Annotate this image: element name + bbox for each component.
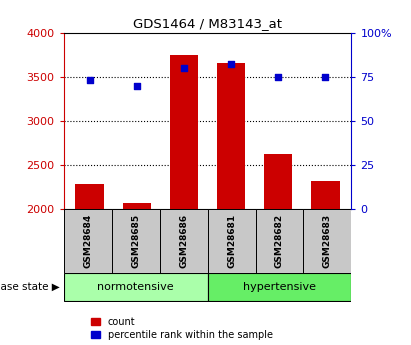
Text: GSM28686: GSM28686 — [179, 214, 188, 268]
FancyBboxPatch shape — [159, 209, 208, 273]
Text: GSM28681: GSM28681 — [227, 214, 236, 268]
FancyBboxPatch shape — [208, 209, 256, 273]
Point — [181, 65, 187, 71]
Text: GSM28684: GSM28684 — [83, 214, 92, 268]
Bar — [264, 154, 293, 209]
Point — [322, 74, 329, 79]
Text: disease state ▶: disease state ▶ — [0, 282, 60, 292]
Title: GDS1464 / M83143_at: GDS1464 / M83143_at — [133, 17, 282, 30]
FancyBboxPatch shape — [208, 273, 351, 301]
FancyBboxPatch shape — [64, 209, 112, 273]
Point — [228, 62, 234, 67]
FancyBboxPatch shape — [256, 209, 303, 273]
Point — [86, 78, 93, 83]
Text: GSM28685: GSM28685 — [131, 214, 140, 268]
Bar — [122, 204, 151, 209]
Bar — [217, 63, 245, 209]
Bar — [170, 55, 198, 209]
Text: hypertensive: hypertensive — [243, 282, 316, 292]
FancyBboxPatch shape — [64, 273, 208, 301]
Text: GSM28682: GSM28682 — [275, 214, 284, 268]
Text: GSM28683: GSM28683 — [323, 214, 332, 268]
Text: normotensive: normotensive — [97, 282, 174, 292]
Point — [275, 74, 282, 79]
Legend: count, percentile rank within the sample: count, percentile rank within the sample — [89, 315, 275, 342]
FancyBboxPatch shape — [303, 209, 351, 273]
Bar — [311, 180, 339, 209]
Bar — [76, 184, 104, 209]
Point — [134, 83, 140, 88]
FancyBboxPatch shape — [112, 209, 159, 273]
